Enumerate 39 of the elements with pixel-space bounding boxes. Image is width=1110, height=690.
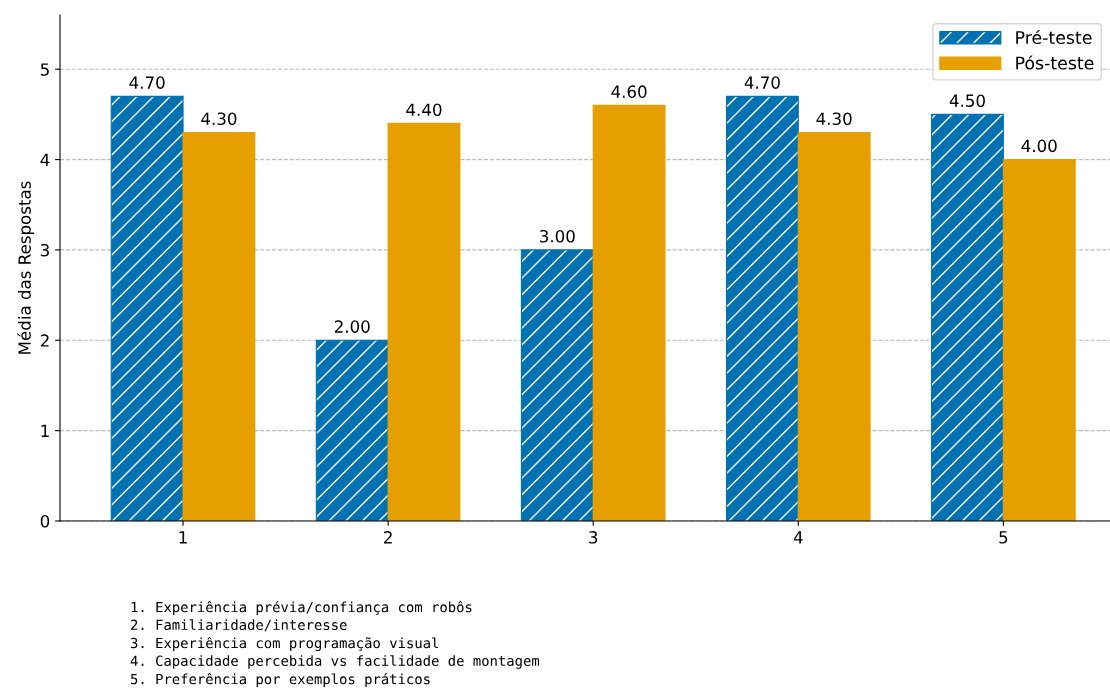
x-tick-label: 4	[793, 531, 803, 544]
y-tick-label: 5	[40, 63, 49, 76]
data-label: 4.30	[816, 112, 852, 126]
y-tick-label: 3	[40, 243, 49, 257]
text: 5. Preferência por exemplos práticos	[130, 673, 430, 687]
data-label: 4.50	[949, 94, 985, 107]
x-tick-label: 3	[589, 531, 598, 544]
y-tick-label: 0	[40, 514, 50, 528]
data-label: 4.70	[129, 76, 165, 89]
data-label: 2.00	[334, 320, 370, 333]
bar	[725, 95, 799, 521]
y-tick-label: 4	[40, 153, 50, 166]
legend-label: Pós-teste	[1016, 55, 1094, 70]
bar	[110, 95, 184, 521]
y-tick-label: 2	[40, 334, 49, 347]
x-tick-label: 1	[179, 531, 187, 544]
text: 3. Experiência com programação visual	[130, 636, 439, 652]
data-label: 4.70	[744, 76, 780, 89]
bar	[387, 122, 461, 521]
y-tick-label: 1	[41, 424, 49, 437]
data-label: 3.00	[540, 229, 575, 243]
legend-label: Pré-teste	[1016, 29, 1092, 45]
data-label: 4.40	[406, 103, 442, 117]
x-tick-label: 2	[384, 531, 392, 544]
text: 1. Experiência prévia/confiança com robôs	[131, 601, 472, 615]
bar	[520, 249, 594, 521]
bar	[797, 131, 871, 521]
bar	[315, 339, 389, 521]
x-tick-label: 5	[999, 531, 1008, 544]
bar	[592, 104, 666, 521]
bar	[182, 131, 256, 521]
text: 4. Capacidade percebida vs facilidade de montagem	[130, 655, 540, 669]
y-axis-title: Média das Respostas	[17, 181, 35, 354]
data-label: 4.60	[611, 85, 647, 98]
text: 2. Familiaridade/interesse	[131, 619, 347, 632]
bar	[931, 113, 1004, 521]
bar	[1002, 159, 1076, 521]
data-label: 4.00	[1021, 139, 1057, 153]
data-label: 4.30	[201, 112, 237, 126]
